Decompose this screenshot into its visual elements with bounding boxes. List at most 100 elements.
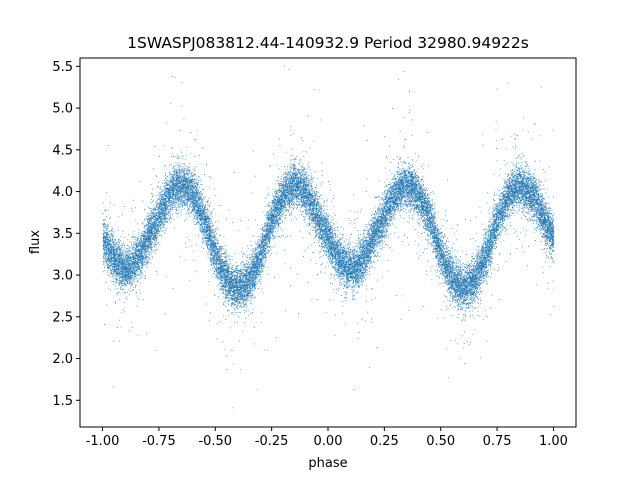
data-point	[111, 234, 112, 235]
data-point	[266, 197, 267, 198]
data-point	[275, 231, 276, 232]
data-point	[156, 244, 157, 245]
data-point	[545, 243, 546, 244]
data-point	[387, 245, 388, 246]
data-point	[315, 171, 316, 172]
data-point	[274, 228, 275, 229]
data-point	[262, 228, 263, 229]
data-point	[434, 203, 435, 204]
data-point	[447, 245, 448, 246]
data-point	[254, 327, 255, 328]
data-point	[489, 263, 490, 264]
data-point	[106, 227, 107, 228]
data-point	[546, 249, 547, 250]
data-point	[153, 169, 154, 170]
data-point	[265, 266, 266, 267]
data-point	[439, 251, 440, 252]
data-point	[194, 181, 195, 182]
data-point	[365, 279, 366, 280]
data-point	[527, 165, 528, 166]
data-point	[462, 266, 463, 267]
data-point	[133, 289, 134, 290]
data-point	[361, 249, 362, 250]
data-point	[487, 203, 488, 204]
data-point	[139, 240, 140, 241]
data-point	[242, 290, 243, 291]
data-point	[305, 249, 306, 250]
data-point	[389, 170, 390, 171]
data-point	[531, 182, 532, 183]
data-point	[195, 182, 196, 183]
data-point	[227, 277, 228, 278]
data-point	[189, 177, 190, 178]
data-point	[126, 258, 127, 259]
data-point	[527, 171, 528, 172]
data-point	[282, 211, 283, 212]
data-point	[490, 277, 491, 278]
data-point	[272, 247, 273, 248]
data-point	[377, 255, 378, 256]
data-point	[471, 297, 472, 298]
data-point	[373, 217, 374, 218]
data-point	[210, 214, 211, 215]
data-point	[391, 220, 392, 221]
data-point	[539, 226, 540, 227]
data-point	[533, 183, 534, 184]
data-point	[223, 289, 224, 290]
data-point	[553, 290, 554, 291]
data-point	[488, 270, 489, 271]
data-point	[515, 210, 516, 211]
data-point	[275, 193, 276, 194]
data-point	[191, 213, 192, 214]
data-point	[542, 228, 543, 229]
data-point	[192, 184, 193, 185]
data-point	[104, 244, 105, 245]
data-point	[390, 187, 391, 188]
data-point	[328, 254, 329, 255]
data-point	[423, 223, 424, 224]
data-point	[428, 239, 429, 240]
data-point	[339, 270, 340, 271]
data-point	[302, 183, 303, 184]
data-point	[541, 236, 542, 237]
data-point	[365, 224, 366, 225]
data-point	[317, 234, 318, 235]
data-point	[367, 140, 368, 141]
data-point	[330, 283, 331, 284]
data-point	[286, 176, 287, 177]
data-point	[256, 281, 257, 282]
data-point	[228, 210, 229, 211]
data-point	[169, 175, 170, 176]
data-point	[106, 192, 107, 193]
data-point	[405, 163, 406, 164]
data-point	[247, 275, 248, 276]
data-point	[362, 254, 363, 255]
data-point	[205, 241, 206, 242]
data-point	[311, 222, 312, 223]
data-point	[190, 177, 191, 178]
data-point	[428, 208, 429, 209]
data-point	[176, 169, 177, 170]
data-point	[335, 237, 336, 238]
data-point	[232, 312, 233, 313]
data-point	[290, 205, 291, 206]
data-point	[392, 223, 393, 224]
data-point	[419, 157, 420, 158]
data-point	[546, 207, 547, 208]
data-point	[504, 227, 505, 228]
data-point	[189, 209, 190, 210]
data-point	[544, 248, 545, 249]
data-point	[438, 267, 439, 268]
data-point	[485, 316, 486, 317]
data-point	[154, 146, 155, 147]
data-point	[407, 206, 408, 207]
data-point	[261, 225, 262, 226]
data-point	[507, 179, 508, 180]
data-point	[202, 189, 203, 190]
data-point	[488, 226, 489, 227]
data-point	[390, 184, 391, 185]
data-point	[548, 283, 549, 284]
data-point	[503, 240, 504, 241]
data-point	[395, 219, 396, 220]
data-point	[208, 249, 209, 250]
